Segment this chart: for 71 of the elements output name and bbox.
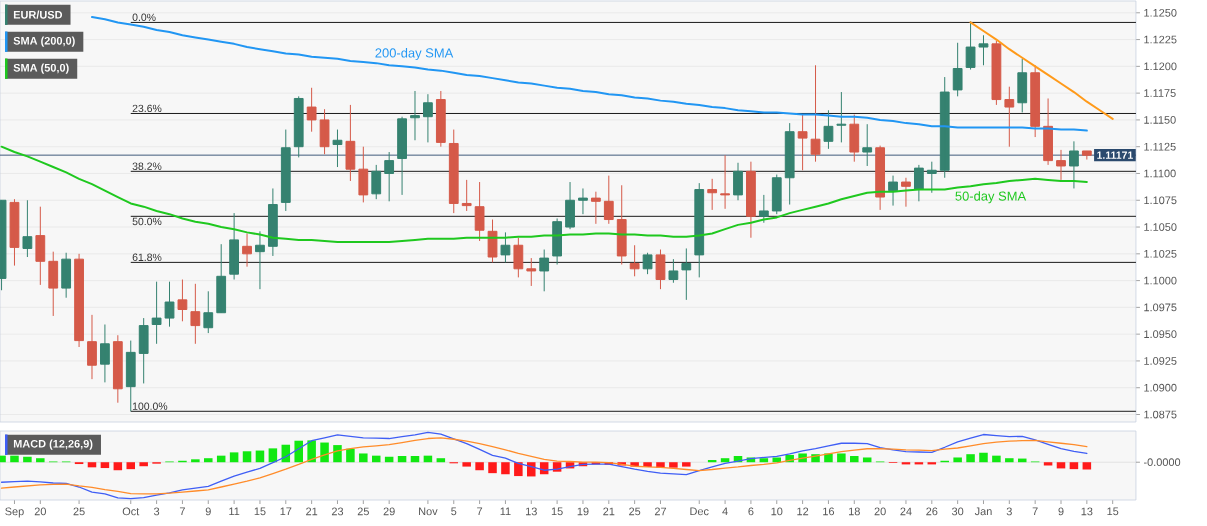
annotation: 1.11171 xyxy=(1097,151,1133,159)
y-tick-label: 1.1000 xyxy=(1144,276,1177,285)
annotation: 61.8% xyxy=(132,253,162,261)
x-tick-label: 5 xyxy=(451,507,457,516)
y-tick-label: 1.1025 xyxy=(1144,249,1177,258)
y-tick-label: 1.1150 xyxy=(1144,116,1176,124)
annotation: 23.6% xyxy=(132,104,162,113)
legend-label: SMA (200,0) xyxy=(13,36,75,47)
x-tick-label: 26 xyxy=(926,507,938,516)
legend-label: SMA (50,0) xyxy=(13,63,69,74)
x-tick-label: Oct xyxy=(122,507,140,516)
x-tick-label: 19 xyxy=(577,507,589,516)
x-tick-label: 10 xyxy=(771,507,783,516)
x-tick-label: 17 xyxy=(280,507,292,516)
x-tick-label: 13 xyxy=(526,507,537,516)
x-tick-label: 25 xyxy=(629,507,641,516)
y-tick-label: 1.0950 xyxy=(1144,330,1177,339)
x-tick-label: Nov xyxy=(419,507,438,516)
annotation: 200-day SMA xyxy=(375,48,454,61)
x-tick-label: Dec xyxy=(690,507,709,516)
x-tick-label: 12 xyxy=(797,507,809,516)
x-tick-label: 27 xyxy=(654,507,667,516)
y-tick-label: 1.0925 xyxy=(1144,357,1177,365)
y-tick-label: 1.1050 xyxy=(1144,223,1177,231)
x-tick-label: Sep xyxy=(5,507,24,518)
y-tick-label: 1.1075 xyxy=(1144,196,1177,205)
x-tick-label: 30 xyxy=(951,507,964,516)
x-tick-label: 20 xyxy=(34,507,46,516)
annotation: 50-day SMA xyxy=(955,191,1027,204)
y-tick-label: 1.0900 xyxy=(1144,383,1177,392)
x-tick-label: 29 xyxy=(383,507,395,516)
x-tick-label: 11 xyxy=(229,507,240,516)
x-tick-label: 15 xyxy=(551,507,563,516)
y-tick-label: 1.0975 xyxy=(1144,303,1177,312)
x-tick-label: 7 xyxy=(179,507,185,516)
x-tick-label: 15 xyxy=(1107,507,1119,516)
x-tick-label: 9 xyxy=(1058,507,1064,516)
x-tick-label: 13 xyxy=(1081,507,1093,516)
y-tick-label: 1.1100 xyxy=(1144,169,1176,178)
x-tick-label: 11 xyxy=(500,507,511,516)
x-tick-label: 16 xyxy=(823,507,835,516)
y-tick-label: 1.1200 xyxy=(1144,62,1177,71)
x-tick-label: 3 xyxy=(153,507,160,516)
x-tick-label: 25 xyxy=(357,507,369,516)
legend-label: MACD (12,26,9) xyxy=(13,439,93,450)
x-tick-label: 25 xyxy=(73,507,85,516)
x-tick-label: 20 xyxy=(874,507,886,516)
annotation: 50.0% xyxy=(132,217,162,226)
y-tick-label: 1.1225 xyxy=(1144,35,1177,44)
y-tick-label: 1.1250 xyxy=(1144,8,1177,17)
x-tick-label: 15 xyxy=(254,507,266,516)
x-tick-label: Jan xyxy=(974,507,992,516)
y-tick-label: 1.1175 xyxy=(1144,89,1176,97)
annotation: 100.0% xyxy=(132,402,168,410)
legend-label: EUR/USD xyxy=(13,10,63,19)
x-tick-label: 18 xyxy=(849,507,860,516)
x-tick-label: 21 xyxy=(603,507,615,516)
x-tick-label: 21 xyxy=(306,507,318,516)
ref-line-label: -0.0000 xyxy=(1143,458,1181,467)
annotation: 38.2% xyxy=(132,162,162,170)
x-tick-label: 23 xyxy=(331,507,344,516)
x-tick-label: 3 xyxy=(1006,507,1012,516)
x-tick-label: 4 xyxy=(722,507,728,516)
annotation: 0.0% xyxy=(132,13,156,22)
x-tick-label: 9 xyxy=(205,507,211,516)
x-tick-label: 7 xyxy=(1032,507,1038,516)
x-tick-label: 6 xyxy=(748,507,754,516)
x-tick-label: 7 xyxy=(477,507,483,516)
x-tick-label: 24 xyxy=(900,507,912,516)
y-tick-label: 1.0875 xyxy=(1144,410,1177,419)
y-tick-label: 1.1125 xyxy=(1144,142,1176,151)
